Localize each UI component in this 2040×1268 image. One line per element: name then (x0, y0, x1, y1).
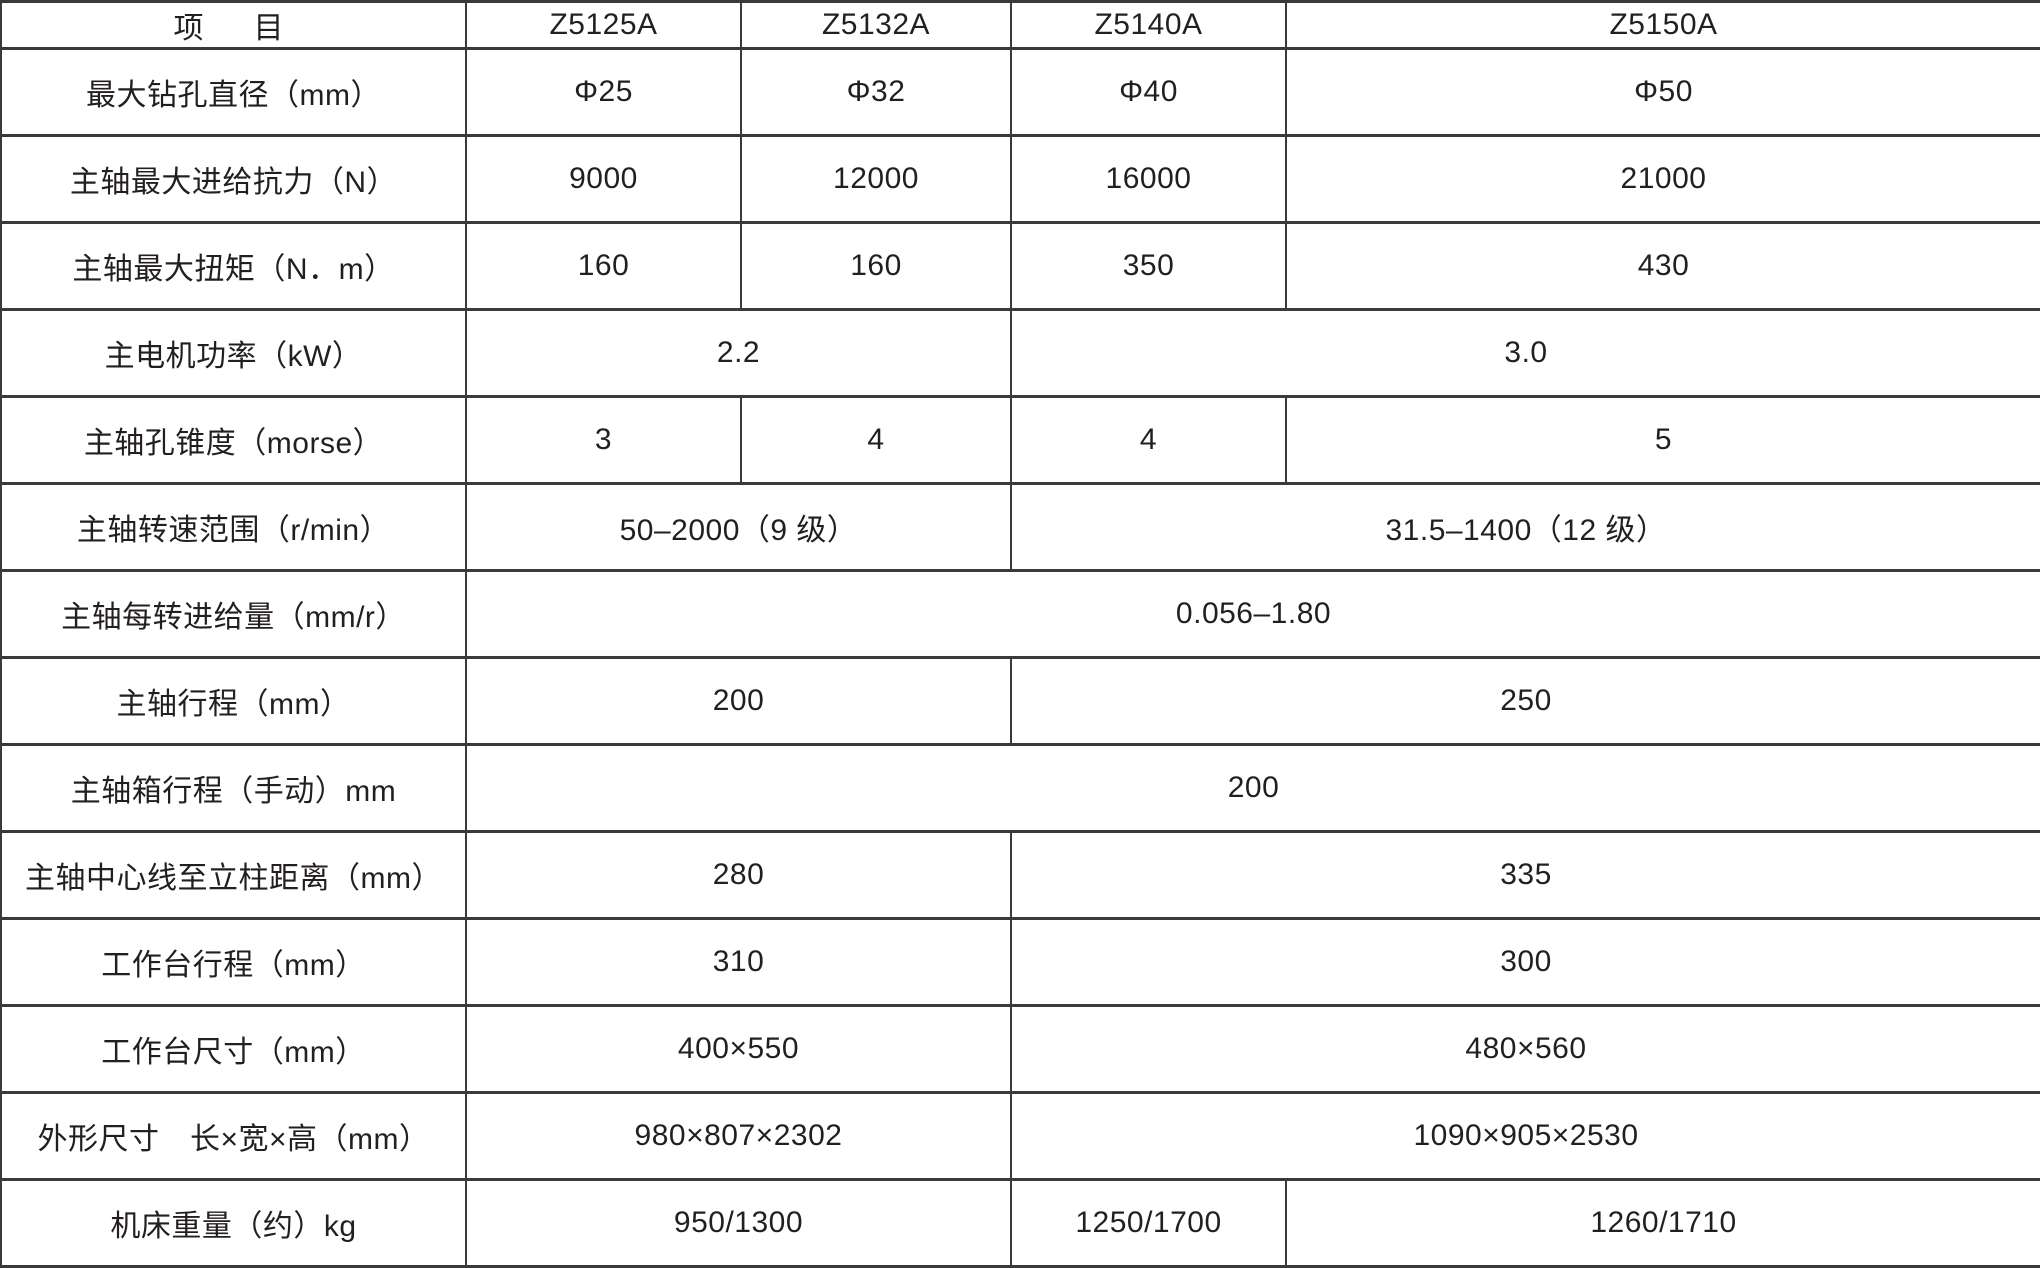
row-value: 980×807×2302 (465, 1091, 1012, 1181)
table-row: 主电机功率（kW） 2.2 3.0 (0, 308, 2040, 398)
row-value: 480×560 (1010, 1004, 2040, 1094)
table-row: 机床重量（约）kg 950/1300 1250/1700 1260/1710 (0, 1178, 2040, 1268)
row-value: 3.0 (1010, 308, 2040, 398)
row-value: 310 (465, 917, 1012, 1007)
row-label: 主轴中心线至立柱距离（mm） (0, 830, 467, 920)
row-value: 1260/1710 (1285, 1178, 2040, 1268)
table-row: 主轴转速范围（r/min） 50–2000（9 级） 31.5–1400（12 级） (0, 482, 2040, 572)
table-row: 主轴行程（mm） 200 250 (0, 656, 2040, 746)
row-value: Φ40 (1010, 47, 1287, 137)
row-label: 主电机功率（kW） (0, 308, 467, 398)
row-value: 31.5–1400（12 级） (1010, 482, 2040, 572)
row-value: 250 (1010, 656, 2040, 746)
table-row: 主轴最大扭矩（N．m） 160 160 350 430 (0, 221, 2040, 311)
row-value: 50–2000（9 级） (465, 482, 1012, 572)
row-value: Φ25 (465, 47, 742, 137)
row-value: 335 (1010, 830, 2040, 920)
row-value: 200 (465, 656, 1012, 746)
row-value: 950/1300 (465, 1178, 1012, 1268)
row-label: 主轴箱行程（手动）mm (0, 743, 467, 833)
row-value: 4 (1010, 395, 1287, 485)
row-value: 200 (465, 743, 2040, 833)
row-label: 工作台尺寸（mm） (0, 1004, 467, 1094)
row-label: 主轴转速范围（r/min） (0, 482, 467, 572)
row-label: 工作台行程（mm） (0, 917, 467, 1007)
row-label: 主轴每转进给量（mm/r） (0, 569, 467, 659)
row-value: 160 (465, 221, 742, 311)
row-label: 外形尺寸 长×宽×高（mm） (0, 1091, 467, 1181)
table-body: 最大钻孔直径（mm） Φ25 Φ32 Φ40 Φ50 主轴最大进给抗力（N） 9000 120… (0, 47, 2040, 1268)
row-value: 430 (1285, 221, 2040, 311)
row-value: 350 (1010, 221, 1287, 311)
table-row: 主轴箱行程（手动）mm 200 (0, 743, 2040, 833)
row-value: 400×550 (465, 1004, 1012, 1094)
row-value: 21000 (1285, 134, 2040, 224)
row-value: 300 (1010, 917, 2040, 1007)
row-value: 9000 (465, 134, 742, 224)
row-value: 160 (740, 221, 1012, 311)
row-value: 12000 (740, 134, 1012, 224)
table-header: 项 目 Z5125A Z5132A Z5140A Z5150A (0, 0, 2040, 50)
row-label: 机床重量（约）kg (0, 1178, 467, 1268)
row-value: 2.2 (465, 308, 1012, 398)
row-value: 5 (1285, 395, 2040, 485)
row-label: 主轴最大扭矩（N．m） (0, 221, 467, 311)
row-label: 主轴最大进给抗力（N） (0, 134, 467, 224)
row-value: Φ32 (740, 47, 1012, 137)
row-value: 4 (740, 395, 1012, 485)
row-value: 3 (465, 395, 742, 485)
header-cell-item: 项 目 (0, 0, 467, 50)
table-row: 工作台尺寸（mm） 400×550 480×560 (0, 1004, 2040, 1094)
row-value: 280 (465, 830, 1012, 920)
row-label: 主轴孔锥度（morse） (0, 395, 467, 485)
table-row: 主轴中心线至立柱距离（mm） 280 335 (0, 830, 2040, 920)
row-value: 1090×905×2530 (1010, 1091, 2040, 1181)
table-row: 主轴孔锥度（morse） 3 4 4 5 (0, 395, 2040, 485)
table-row: 主轴最大进给抗力（N） 9000 12000 16000 21000 (0, 134, 2040, 224)
header-item-label: 项 目 (173, 12, 294, 45)
header-row: 项 目 Z5125A Z5132A Z5140A Z5150A (0, 0, 2040, 50)
header-cell-model-3: Z5140A (1010, 0, 1287, 50)
row-value: 16000 (1010, 134, 1287, 224)
table-row: 最大钻孔直径（mm） Φ25 Φ32 Φ40 Φ50 (0, 47, 2040, 137)
row-value: Φ50 (1285, 47, 2040, 137)
row-label: 最大钻孔直径（mm） (0, 47, 467, 137)
header-cell-model-4: Z5150A (1285, 0, 2040, 50)
row-value: 1250/1700 (1010, 1178, 1287, 1268)
table-row: 外形尺寸 长×宽×高（mm） 980×807×2302 1090×905×2530 (0, 1091, 2040, 1181)
header-cell-model-2: Z5132A (740, 0, 1012, 50)
row-label: 主轴行程（mm） (0, 656, 467, 746)
table-row: 工作台行程（mm） 310 300 (0, 917, 2040, 1007)
header-cell-model-1: Z5125A (465, 0, 742, 50)
table-row: 主轴每转进给量（mm/r） 0.056–1.80 (0, 569, 2040, 659)
row-value: 0.056–1.80 (465, 569, 2040, 659)
